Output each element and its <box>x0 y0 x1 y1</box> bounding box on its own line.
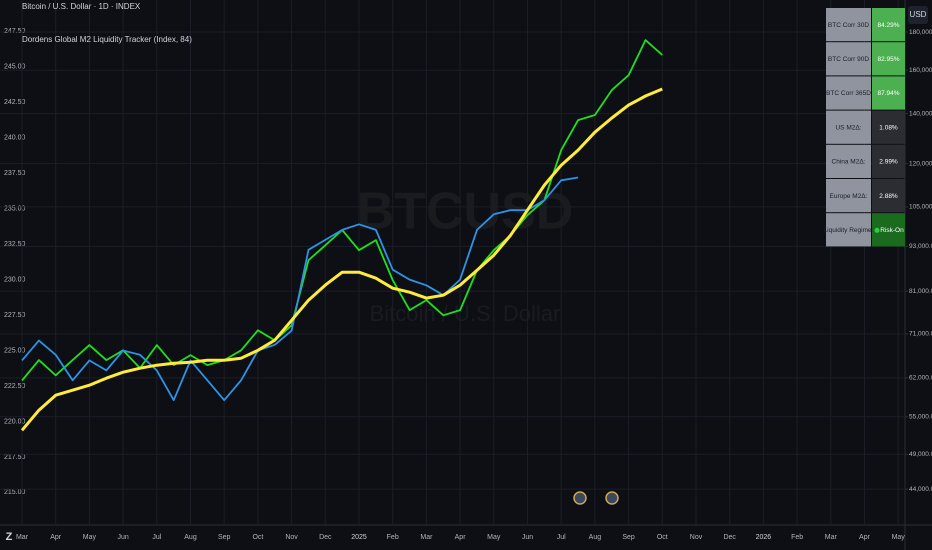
y-tick-label: 237.50 <box>4 170 26 177</box>
y-tick-label: 222.50 <box>4 383 26 390</box>
x-tick-label: 2025 <box>351 534 367 541</box>
x-tick-label: May <box>83 534 97 541</box>
table-label-cell <box>826 144 871 178</box>
x-tick-label: Oct <box>252 534 263 541</box>
y-tick-label: 227.50 <box>4 312 26 319</box>
table-value: 2.88% <box>879 193 898 200</box>
x-tick-label: Nov <box>285 534 298 541</box>
table-label: Liquidity Regime: <box>824 227 874 234</box>
x-tick-label: Feb <box>387 534 399 541</box>
y2-tick-label: 49,000.00 <box>909 451 932 458</box>
y2-tick-label: 81,000.00 <box>909 288 932 295</box>
y2-tick-label: 180,000.00 <box>909 29 932 36</box>
table-label-cell <box>826 110 871 144</box>
x-tick-label: Dec <box>319 534 332 541</box>
x-tick-label: Jun <box>522 534 533 541</box>
y-tick-label: 245.00 <box>4 64 26 71</box>
table-label-cell <box>826 179 871 213</box>
currency-button-bg[interactable] <box>908 6 928 24</box>
x-tick-label: Jul <box>152 534 161 541</box>
x-tick-label: Sep <box>622 534 635 541</box>
event-icon[interactable] <box>605 491 619 505</box>
status-dot <box>874 227 880 233</box>
table-value: 84.29% <box>877 22 899 29</box>
table-label: BTC Corr 365D <box>826 90 871 97</box>
y-tick-label: 235.00 <box>4 206 26 213</box>
y-tick-label: 215.00 <box>4 489 26 496</box>
series-line <box>21 176 579 402</box>
x-tick-label: Jun <box>117 534 128 541</box>
y2-tick-label: 93,000.00 <box>909 243 932 250</box>
indicator-name: Dordens Global M2 Liquidity Tracker (Ind… <box>22 35 192 44</box>
table-value-cell <box>872 76 905 110</box>
y2-tick-label: 71,000.00 <box>909 331 932 338</box>
y2-tick-label: 62,000.00 <box>909 375 932 382</box>
y2-tick-label: 120,000.00 <box>909 160 932 167</box>
currency-button[interactable]: USD <box>910 10 927 19</box>
series-line <box>20 87 663 432</box>
x-tick-label: Mar <box>825 534 838 541</box>
watermark-name: Bitcoin / U.S. Dollar <box>370 301 561 326</box>
table-value: 1.08% <box>879 124 898 131</box>
table-label: Europe M2Δ: <box>830 193 868 200</box>
y2-tick-label: 160,000.00 <box>909 67 932 74</box>
y2-tick-label: 105,000.00 <box>909 204 932 211</box>
x-tick-label: Aug <box>184 534 197 541</box>
table-value-cell <box>872 179 905 213</box>
table-label-cell <box>826 8 871 42</box>
table-value: 2.99% <box>879 159 898 166</box>
x-tick-label: Sep <box>218 534 231 541</box>
x-tick-label: Aug <box>589 534 602 541</box>
y-tick-label: 242.50 <box>4 99 26 106</box>
y-tick-label: 225.00 <box>4 347 26 354</box>
y2-tick-label: 44,000.00 <box>909 486 932 493</box>
table-label: US M2Δ: <box>835 124 861 131</box>
y2-tick-label: 140,000.00 <box>909 110 932 117</box>
x-tick-label: Oct <box>657 534 668 541</box>
x-tick-label: Apr <box>50 534 62 541</box>
table-value-cell <box>872 144 905 178</box>
table-value-cell <box>872 8 905 42</box>
y-tick-label: 217.50 <box>4 454 26 461</box>
table-value-cell <box>872 42 905 76</box>
x-tick-label: Nov <box>690 534 703 541</box>
y2-tick-label: 55,000.00 <box>909 413 932 420</box>
table-value-cell <box>872 110 905 144</box>
table-label-cell <box>826 76 871 110</box>
x-tick-label: Apr <box>455 534 467 541</box>
table-label: China M2Δ: <box>832 159 866 166</box>
x-tick-label: Jul <box>557 534 566 541</box>
table-value: 82.95% <box>877 56 899 63</box>
x-tick-label: Apr <box>859 534 871 541</box>
x-tick-label: Mar <box>16 534 29 541</box>
logo[interactable]: Z <box>6 531 13 543</box>
table-label: BTC Corr 90D <box>828 56 869 63</box>
table-label: BTC Corr 30D <box>828 22 869 29</box>
y-tick-label: 232.50 <box>4 241 26 248</box>
y-tick-label: 240.00 <box>4 135 26 142</box>
event-icon[interactable] <box>573 491 587 505</box>
x-tick-label: May <box>892 534 906 541</box>
x-tick-label: Dec <box>723 534 736 541</box>
table-value: Risk-On <box>880 227 904 234</box>
x-tick-label: May <box>487 534 501 541</box>
table-value: 87.94% <box>877 90 899 97</box>
chart-title: Bitcoin / U.S. Dollar · 1D · INDEX <box>22 2 141 11</box>
table-label-cell <box>826 42 871 76</box>
x-tick-label: 2026 <box>756 534 772 541</box>
y-tick-label: 230.00 <box>4 276 26 283</box>
table-label-cell <box>826 213 871 247</box>
x-tick-label: Feb <box>791 534 803 541</box>
y-tick-label: 220.00 <box>4 418 26 425</box>
x-tick-label: Mar <box>420 534 433 541</box>
